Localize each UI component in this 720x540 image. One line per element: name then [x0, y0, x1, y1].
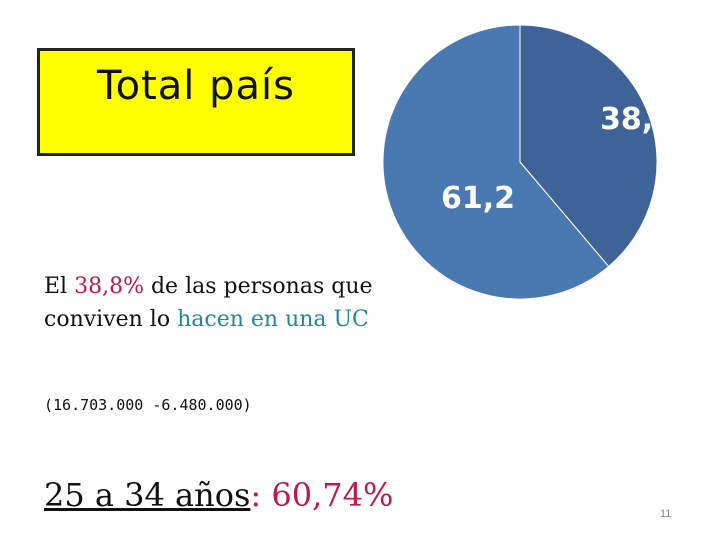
description-part-1: El — [44, 274, 75, 299]
pie-slice-0 — [519, 25, 658, 268]
age-range-line: 25 a 34 años: 60,74% — [44, 476, 393, 514]
description-highlight-percent: 38,8% — [74, 274, 144, 299]
age-percent: 60,74% — [271, 476, 394, 514]
description-part-2: de las personas que conviven lo — [44, 274, 373, 332]
pie-data-label-1: 61,2 — [441, 181, 515, 216]
age-range: 25 a 34 años — [44, 476, 251, 514]
slide-title: Total país — [97, 63, 295, 109]
pie-data-label-0: 38,8 — [600, 102, 665, 137]
population-numbers: (16.703.000 -6.480.000) — [44, 396, 252, 414]
title-box: Total país — [37, 48, 355, 156]
pie-chart: 38,8 61,2 — [382, 25, 665, 300]
pie-slice-1 — [382, 25, 610, 300]
description-highlight-uc: hacen en una UC — [177, 307, 369, 332]
page-number: 11 — [660, 508, 672, 520]
description-text: El 38,8% de las personas que conviven lo… — [44, 270, 424, 336]
age-colon: : — [250, 476, 262, 514]
